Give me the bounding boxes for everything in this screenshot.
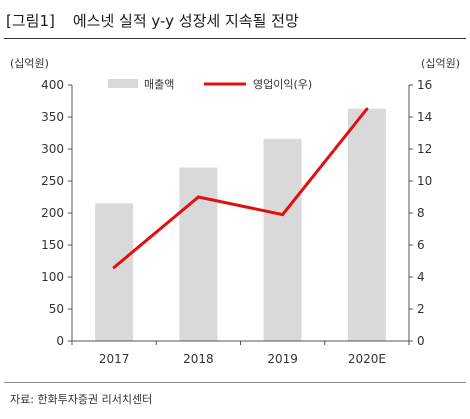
source-rule bbox=[4, 382, 466, 383]
line-operating-profit bbox=[113, 108, 369, 269]
figure-tag: [그림1] bbox=[6, 12, 55, 30]
y-left-unit: (십억원) bbox=[10, 57, 49, 70]
bar-2017 bbox=[95, 203, 134, 341]
source-note: 자료: 한화투자증권 리서치센터 bbox=[10, 393, 153, 406]
bar-2020E bbox=[347, 108, 386, 342]
y-left-tick-label: 0 bbox=[56, 334, 64, 348]
y-left-tick-label: 50 bbox=[49, 302, 64, 316]
line-point-2017 bbox=[112, 265, 116, 269]
x-tick-label: 2018 bbox=[183, 352, 214, 366]
legend-swatch-bar bbox=[108, 79, 138, 88]
chart-title: [그림1] 에스넷 실적 y-y 성장세 지속될 전망 bbox=[6, 10, 299, 31]
y-left-tick-label: 300 bbox=[41, 142, 64, 156]
y-right-tick-label: 16 bbox=[417, 78, 432, 92]
bar-2018 bbox=[179, 167, 218, 341]
y-left-tick-label: 150 bbox=[41, 238, 64, 252]
y-right-tick-label: 8 bbox=[417, 206, 425, 220]
title-rule bbox=[4, 38, 466, 39]
y-right-tick-label: 14 bbox=[417, 110, 432, 124]
figure-title: 에스넷 실적 y-y 성장세 지속될 전망 bbox=[72, 12, 299, 30]
bar-2019 bbox=[263, 138, 302, 341]
legend-label-line: 영업이익(우) bbox=[253, 78, 312, 91]
y-right-tick-label: 4 bbox=[417, 270, 425, 284]
x-tick-label: 2019 bbox=[267, 352, 298, 366]
y-left-tick-label: 200 bbox=[41, 206, 64, 220]
y-right-tick-label: 10 bbox=[417, 174, 432, 188]
y-left-tick-label: 400 bbox=[41, 78, 64, 92]
y-right-tick-label: 12 bbox=[417, 142, 432, 156]
line-point-2018 bbox=[196, 195, 200, 199]
y-right-unit: (십억원) bbox=[421, 57, 460, 70]
line-point-2019 bbox=[281, 213, 285, 217]
y-right-tick-label: 2 bbox=[417, 302, 425, 316]
legend-label-bar: 매출액 bbox=[144, 78, 174, 91]
y-left-tick-label: 250 bbox=[41, 174, 64, 188]
x-tick-label: 2017 bbox=[99, 352, 130, 366]
y-right-tick-label: 6 bbox=[417, 238, 425, 252]
y-left-tick-label: 350 bbox=[41, 110, 64, 124]
y-left-tick-label: 100 bbox=[41, 270, 64, 284]
line-point-2020E bbox=[365, 107, 369, 111]
y-right-tick-label: 0 bbox=[417, 334, 425, 348]
x-tick-label: 2020E bbox=[348, 352, 386, 366]
